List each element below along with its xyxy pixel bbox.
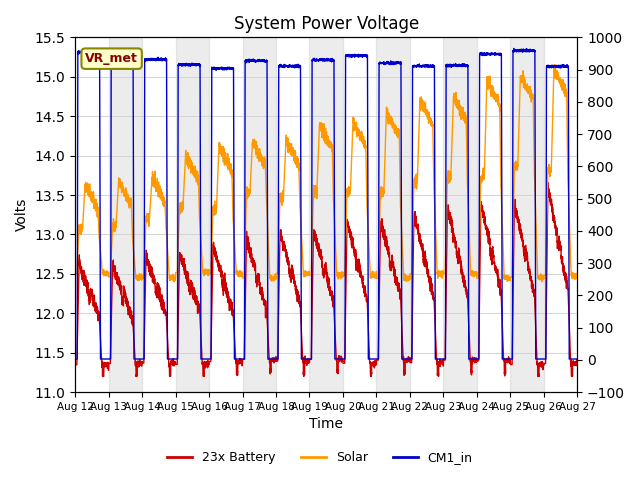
Bar	[175, 37, 209, 392]
Title: System Power Voltage: System Power Voltage	[234, 15, 419, 33]
Bar	[310, 37, 343, 392]
Bar	[510, 37, 544, 392]
Bar	[109, 37, 142, 392]
Text: VR_met: VR_met	[85, 52, 138, 65]
Bar	[376, 37, 410, 392]
Bar	[444, 37, 477, 392]
Y-axis label: Volts: Volts	[15, 198, 29, 231]
Bar	[243, 37, 276, 392]
Legend: 23x Battery, Solar, CM1_in: 23x Battery, Solar, CM1_in	[163, 446, 477, 469]
X-axis label: Time: Time	[309, 418, 343, 432]
